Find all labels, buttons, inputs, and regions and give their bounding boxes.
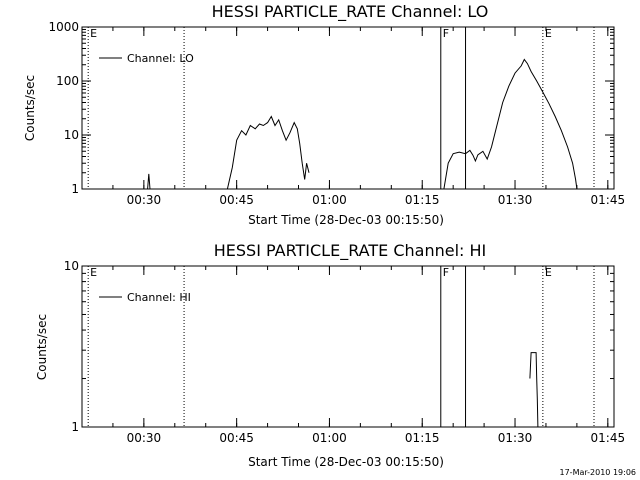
y-tick-label: 100 bbox=[56, 74, 79, 88]
y-tick-label: 1000 bbox=[48, 20, 79, 34]
plot-frame bbox=[81, 26, 615, 190]
event-label: E bbox=[90, 27, 97, 40]
x-tick-label: 00:45 bbox=[219, 431, 254, 445]
event-label: E bbox=[545, 266, 552, 279]
y-tick-label: 10 bbox=[64, 259, 79, 273]
y-tick-label: 10 bbox=[64, 128, 79, 142]
legend-label: Channel: LO bbox=[127, 52, 194, 65]
y-axis-label: Counts/sec bbox=[23, 75, 37, 141]
series-line bbox=[226, 115, 310, 190]
plot-frame bbox=[81, 265, 615, 428]
x-axis-label: Start Time (28-Dec-03 00:15:50) bbox=[248, 213, 444, 227]
plot-area bbox=[81, 26, 615, 190]
y-tick-label: 1 bbox=[71, 420, 79, 434]
chart-panel-lo: HESSI PARTICLE_RATE Channel: LO Counts/s… bbox=[23, 2, 625, 227]
series-line bbox=[443, 58, 578, 190]
y-tick-label: 1 bbox=[71, 182, 79, 196]
x-axis-label: Start Time (28-Dec-03 00:15:50) bbox=[248, 455, 444, 469]
event-label: E bbox=[90, 266, 97, 279]
plot-area bbox=[81, 265, 615, 428]
x-tick-label: 00:30 bbox=[127, 193, 162, 207]
x-tick-label: 01:00 bbox=[312, 193, 347, 207]
series-line bbox=[147, 173, 151, 190]
timestamp: 17-Mar-2010 19:06 bbox=[560, 468, 637, 477]
x-tick-label: 01:15 bbox=[405, 193, 440, 207]
series-line bbox=[529, 352, 539, 428]
x-tick-label: 00:30 bbox=[127, 431, 162, 445]
x-tick-label: 01:00 bbox=[312, 431, 347, 445]
chart-panel-hi: HESSI PARTICLE_RATE Channel: HI Counts/s… bbox=[35, 241, 625, 469]
x-tick-label: 01:30 bbox=[498, 193, 533, 207]
event-label: E bbox=[545, 27, 552, 40]
y-axis-label: Counts/sec bbox=[35, 314, 49, 380]
x-tick-label: 01:15 bbox=[405, 431, 440, 445]
x-tick-label: 00:45 bbox=[219, 193, 254, 207]
legend-label: Channel: HI bbox=[127, 291, 191, 304]
event-label: F bbox=[443, 266, 449, 279]
x-tick-label: 01:45 bbox=[591, 193, 626, 207]
event-label: F bbox=[443, 27, 449, 40]
x-tick-label: 01:30 bbox=[498, 431, 533, 445]
x-tick-label: 01:45 bbox=[591, 431, 626, 445]
chart-title: HESSI PARTICLE_RATE Channel: HI bbox=[214, 241, 487, 261]
chart-title: HESSI PARTICLE_RATE Channel: LO bbox=[212, 2, 489, 22]
